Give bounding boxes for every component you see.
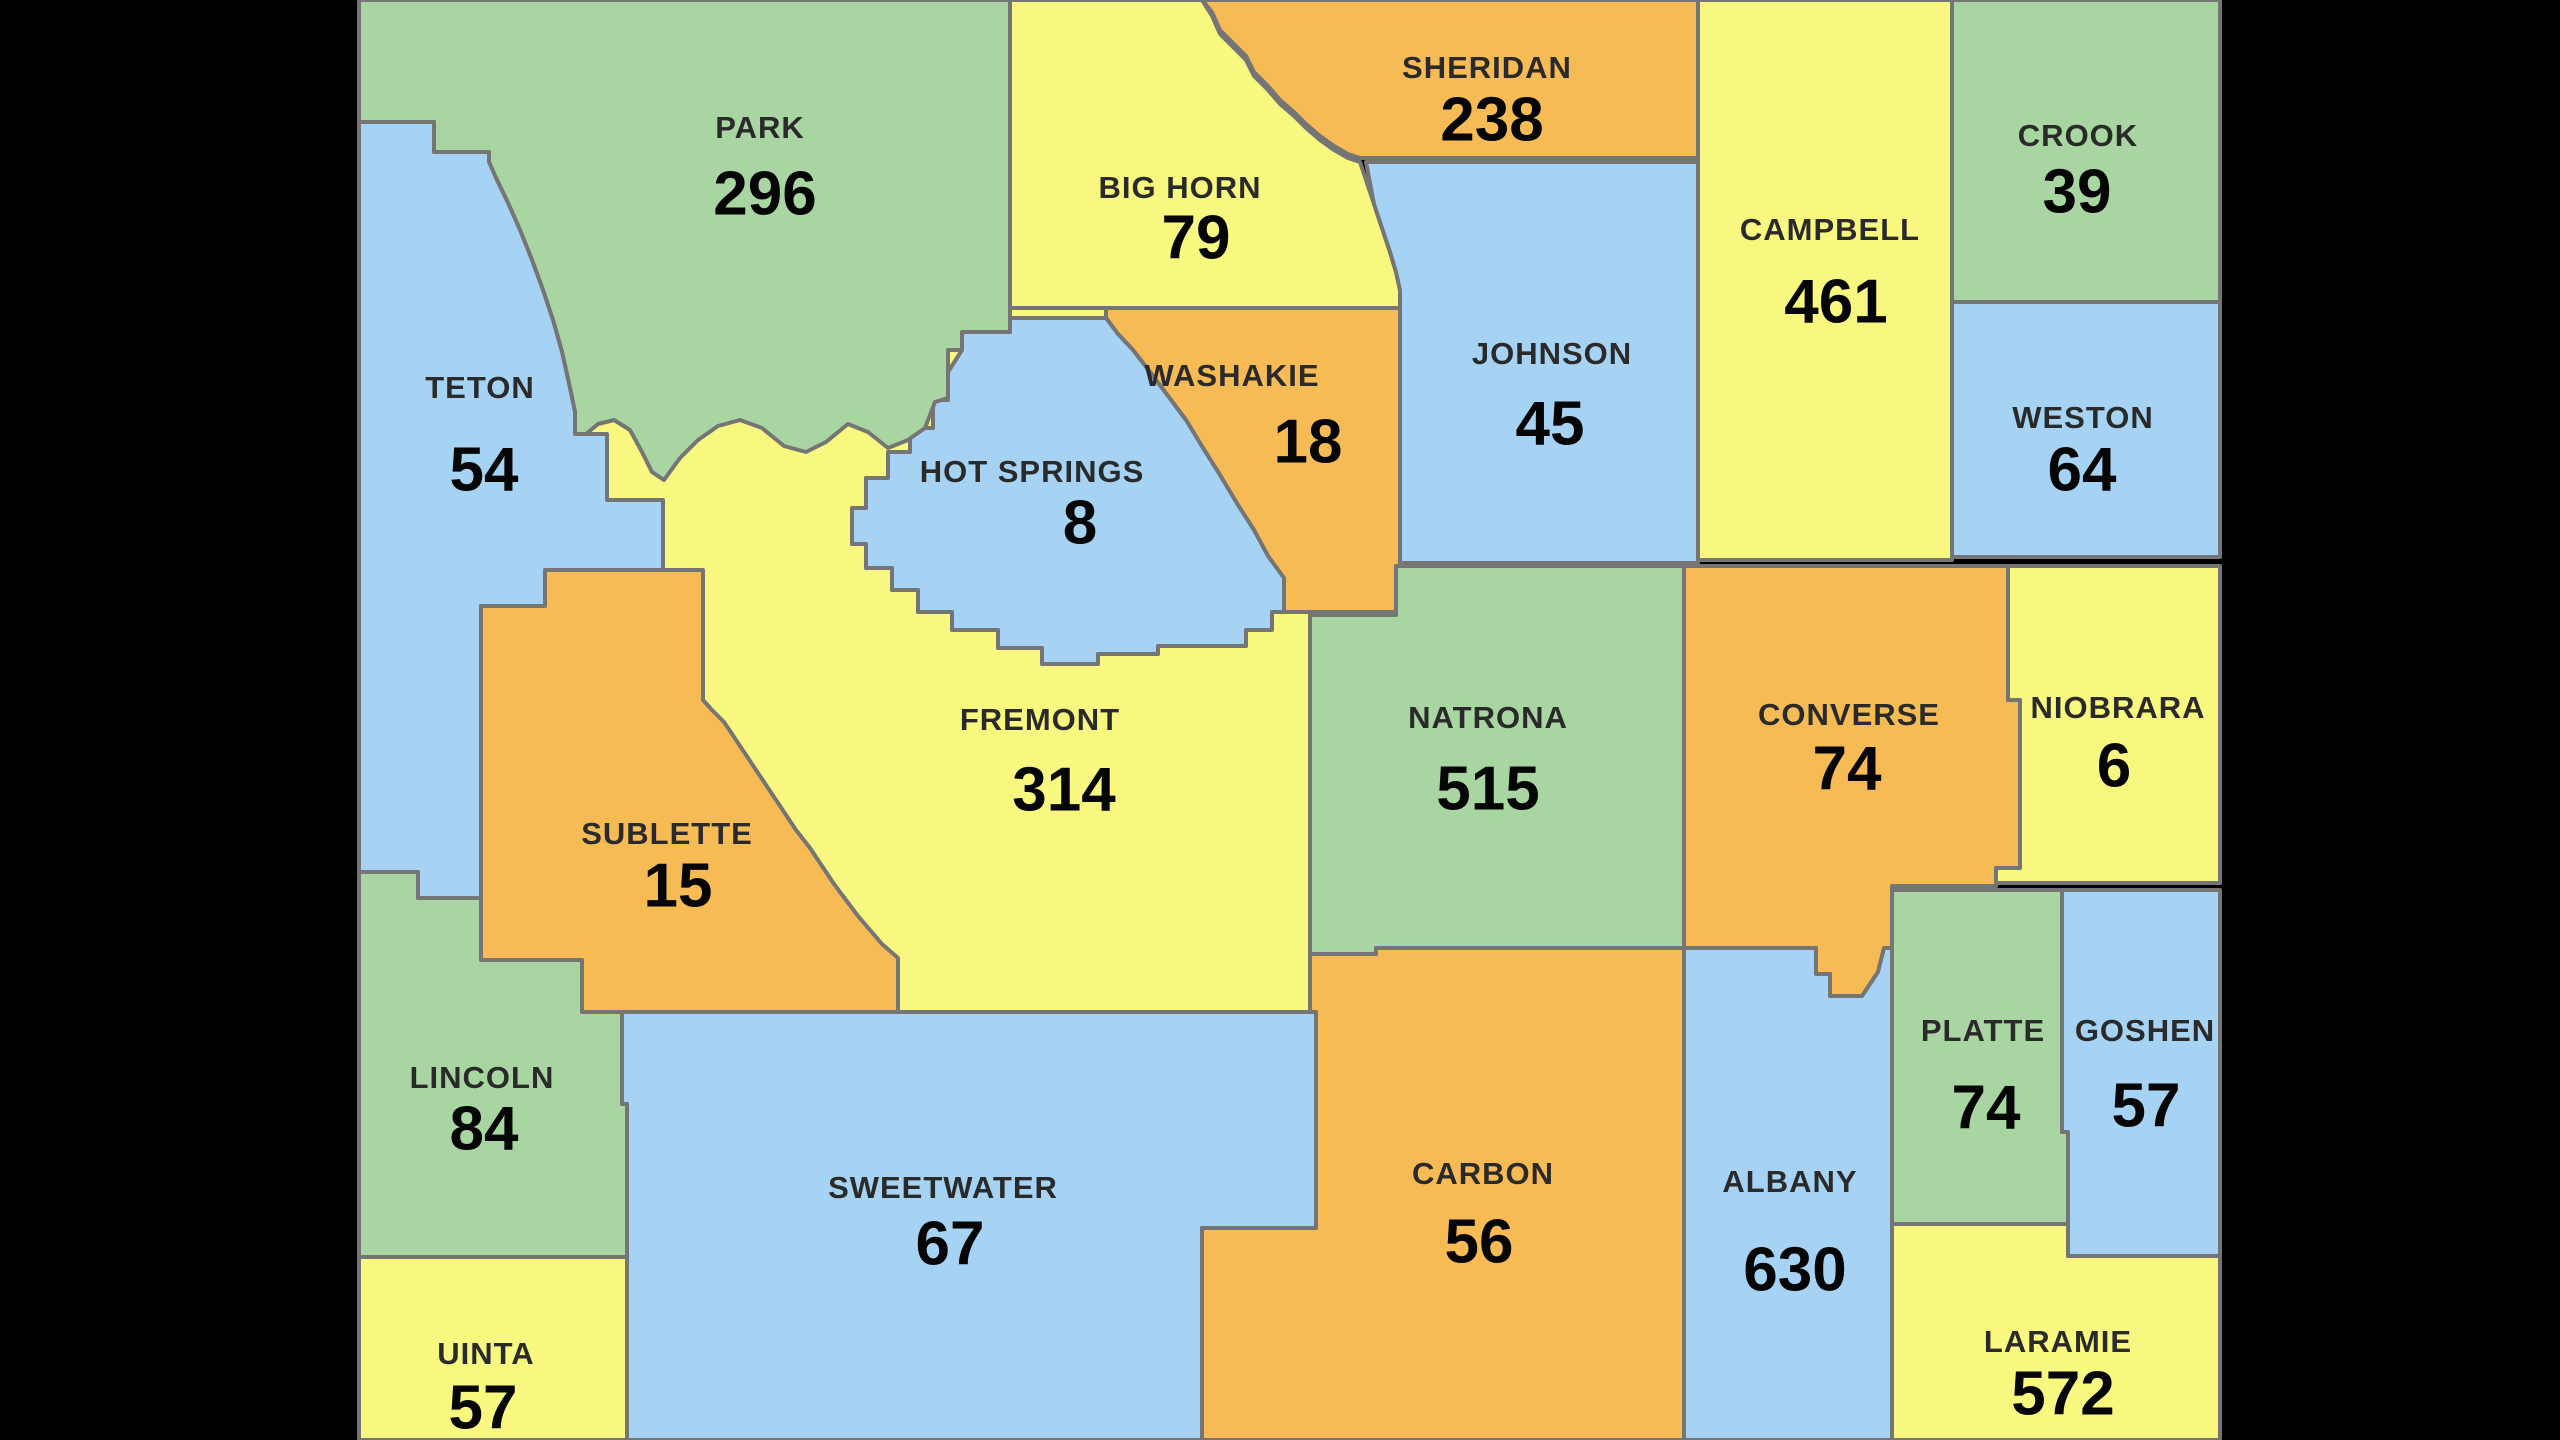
county-value-platte: 74 bbox=[1952, 1073, 2021, 1142]
county-label-fremont: FREMONT bbox=[960, 702, 1120, 737]
county-value-converse: 74 bbox=[1813, 734, 1882, 803]
county-shape-weston[interactable] bbox=[1950, 300, 2222, 559]
county-label-weston: WESTON bbox=[2012, 400, 2154, 435]
county-shape-uinta[interactable] bbox=[357, 1255, 629, 1440]
county-value-natrona: 515 bbox=[1436, 754, 1539, 823]
county-value-campbell: 461 bbox=[1784, 267, 1887, 336]
county-value-uinta: 57 bbox=[449, 1373, 518, 1440]
county-label-uinta: UINTA bbox=[437, 1336, 534, 1371]
county-label-carbon: CARBON bbox=[1412, 1156, 1554, 1191]
county-value-sublette: 15 bbox=[644, 851, 713, 920]
county-value-fremont: 314 bbox=[1012, 755, 1116, 824]
county-label-campbell: CAMPBELL bbox=[1740, 212, 1920, 247]
county-value-big-horn: 79 bbox=[1162, 203, 1231, 272]
county-value-sweetwater: 67 bbox=[916, 1209, 985, 1278]
county-value-sheridan: 238 bbox=[1440, 85, 1543, 154]
county-label-big-horn: BIG HORN bbox=[1099, 170, 1262, 205]
county-label-laramie: LARAMIE bbox=[1984, 1324, 2132, 1359]
county-label-natrona: NATRONA bbox=[1408, 700, 1568, 735]
county-label-albany: ALBANY bbox=[1722, 1164, 1857, 1199]
county-shape-niobrara[interactable] bbox=[1994, 564, 2222, 885]
county-shape-albany[interactable] bbox=[1682, 946, 1894, 1440]
county-label-johnson: JOHNSON bbox=[1472, 336, 1632, 371]
county-label-hot-springs: HOT SPRINGS bbox=[920, 454, 1145, 489]
county-label-platte: PLATTE bbox=[1921, 1013, 2045, 1048]
county-shape-platte[interactable] bbox=[1890, 888, 2070, 1226]
county-shape-laramie[interactable] bbox=[1890, 1222, 2222, 1440]
county-label-lincoln: LINCOLN bbox=[410, 1060, 555, 1095]
county-value-hot-springs: 8 bbox=[1063, 488, 1097, 557]
county-value-albany: 630 bbox=[1743, 1235, 1846, 1304]
county-label-sheridan: SHERIDAN bbox=[1402, 50, 1572, 85]
county-value-niobrara: 6 bbox=[2097, 731, 2131, 800]
county-label-sublette: SUBLETTE bbox=[581, 816, 753, 851]
county-label-niobrara: NIOBRARA bbox=[2030, 690, 2205, 725]
county-value-johnson: 45 bbox=[1516, 389, 1585, 458]
county-label-teton: TETON bbox=[425, 370, 535, 405]
county-value-weston: 64 bbox=[2048, 435, 2117, 504]
county-value-carbon: 56 bbox=[1445, 1207, 1514, 1276]
county-label-sweetwater: SWEETWATER bbox=[828, 1170, 1058, 1205]
county-value-laramie: 572 bbox=[2011, 1359, 2114, 1428]
county-value-teton: 54 bbox=[450, 435, 519, 504]
county-label-goshen: GOSHEN bbox=[2075, 1013, 2215, 1048]
county-value-crook: 39 bbox=[2043, 157, 2112, 226]
county-value-washakie: 18 bbox=[1274, 407, 1343, 476]
county-value-lincoln: 84 bbox=[450, 1094, 519, 1163]
county-label-park: PARK bbox=[715, 110, 805, 145]
county-shape-campbell[interactable] bbox=[1696, 0, 1954, 562]
county-label-washakie: WASHAKIE bbox=[1144, 358, 1319, 393]
county-label-converse: CONVERSE bbox=[1758, 697, 1940, 732]
county-shape-hot-springs[interactable] bbox=[850, 316, 1286, 666]
county-value-goshen: 57 bbox=[2112, 1071, 2181, 1140]
county-shape-sheridan[interactable] bbox=[1200, 0, 1700, 160]
county-label-crook: CROOK bbox=[2018, 118, 2138, 153]
county-value-park: 296 bbox=[713, 159, 816, 228]
